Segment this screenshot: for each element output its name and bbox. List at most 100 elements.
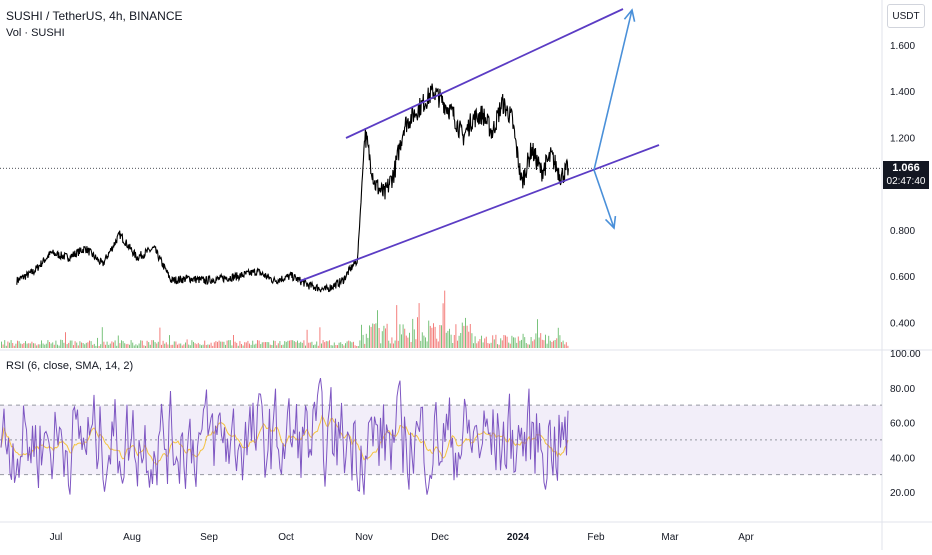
volume-bar: [18, 341, 20, 348]
volume-bar: [220, 341, 222, 348]
volume-bar: [63, 342, 65, 348]
volume-bar: [73, 345, 74, 348]
volume-bar: [346, 341, 348, 348]
volume-bar: [309, 342, 311, 348]
volume-bar: [60, 339, 62, 348]
volume-bar: [178, 343, 180, 348]
volume-bar: [407, 337, 409, 348]
volume-bar: [373, 324, 375, 348]
volume-bar: [282, 344, 284, 348]
channel-lower-line: [299, 144, 660, 282]
volume-bar: [495, 334, 497, 348]
bar-countdown: 02:47:40: [886, 176, 926, 187]
volume-bar: [425, 337, 426, 348]
volume-bar: [247, 340, 249, 348]
volume-bar: [125, 344, 127, 348]
volume-bar: [396, 305, 398, 348]
volume-bar: [25, 341, 26, 348]
volume-bar: [405, 335, 407, 348]
volume-bar: [196, 344, 198, 348]
volume-bar: [329, 340, 330, 348]
volume-bar: [212, 345, 214, 348]
volume-bar: [351, 342, 353, 348]
volume-bar: [418, 303, 420, 348]
volume-bar: [265, 342, 266, 348]
volume-bar: [439, 325, 441, 348]
volume-bar: [28, 343, 30, 348]
volume-bar: [218, 340, 220, 348]
volume-bar: [375, 323, 377, 348]
volume-bar: [82, 343, 84, 348]
volume-bar: [173, 341, 175, 348]
volume-bar: [293, 341, 295, 348]
rsi-legend[interactable]: RSI (6, close, SMA, 14, 2): [6, 360, 134, 372]
volume-bar: [250, 344, 252, 348]
symbol-legend[interactable]: SUSHI / TetherUS, 4h, BINANCE: [6, 9, 183, 23]
volume-bar: [383, 325, 385, 348]
volume-bar: [505, 335, 506, 348]
arrow-shaft: [593, 9, 633, 171]
volume-bar: [551, 342, 553, 348]
volume-bar: [421, 332, 423, 348]
volume-bar: [461, 322, 463, 348]
volume-bar: [457, 340, 458, 348]
volume-bar: [295, 342, 297, 348]
volume-bar: [255, 343, 257, 348]
volume-bar: [493, 339, 495, 348]
volume-bar: [108, 344, 110, 348]
volume-bar: [541, 339, 543, 348]
price-tick-label: 1.400: [890, 87, 915, 98]
volume-bar: [69, 340, 71, 348]
price-tick-label: 0.600: [890, 272, 915, 283]
arrow-head: [604, 215, 617, 230]
time-tick-label: Feb: [587, 532, 605, 543]
volume-bar: [154, 342, 156, 348]
volume-bar: [77, 345, 79, 348]
volume-bar: [87, 342, 89, 348]
volume-bar: [370, 326, 372, 348]
volume-bar: [217, 341, 218, 348]
volume-bar: [285, 341, 287, 348]
volume-bar: [553, 340, 554, 348]
volume-bar: [333, 342, 335, 348]
volume-bar: [530, 337, 532, 348]
volume-bar: [129, 344, 130, 348]
last-price-value: 1.066: [892, 162, 920, 174]
volume-bar: [175, 341, 177, 348]
volume-bar: [221, 341, 223, 348]
volume-bar: [167, 344, 169, 348]
volume-bar: [101, 327, 103, 348]
volume-bar: [324, 342, 326, 348]
volume-bar: [45, 343, 47, 348]
volume-legend[interactable]: Vol · SUSHI: [6, 27, 65, 39]
volume-bar: [273, 340, 274, 348]
volume-bar: [300, 341, 302, 348]
volume-bar: [522, 333, 524, 348]
volume-bar: [245, 342, 247, 348]
volume-bar: [369, 325, 370, 348]
time-tick-label: Oct: [278, 532, 294, 543]
volume-bar: [119, 343, 121, 348]
currency-button[interactable]: USDT: [887, 4, 925, 28]
volume-bar: [209, 344, 210, 348]
price-line: [16, 83, 569, 293]
volume-bar: [17, 340, 18, 348]
volume-bar: [290, 340, 292, 348]
volume-bar: [44, 344, 46, 348]
volume-bar: [15, 343, 17, 348]
last-price-tag: 1.066 02:47:40: [883, 161, 929, 189]
volume-bar: [554, 340, 556, 348]
volume-bar: [20, 343, 22, 348]
volume-bar: [466, 325, 468, 348]
volume-bar: [335, 345, 337, 348]
volume-bar: [117, 335, 119, 348]
volume-bar: [442, 303, 444, 348]
volume-bar: [151, 340, 153, 348]
volume-bar: [437, 341, 439, 348]
volume-bar: [292, 340, 294, 348]
volume-bar: [356, 346, 358, 348]
volume-bar: [90, 341, 92, 348]
volume-bar: [471, 333, 473, 348]
